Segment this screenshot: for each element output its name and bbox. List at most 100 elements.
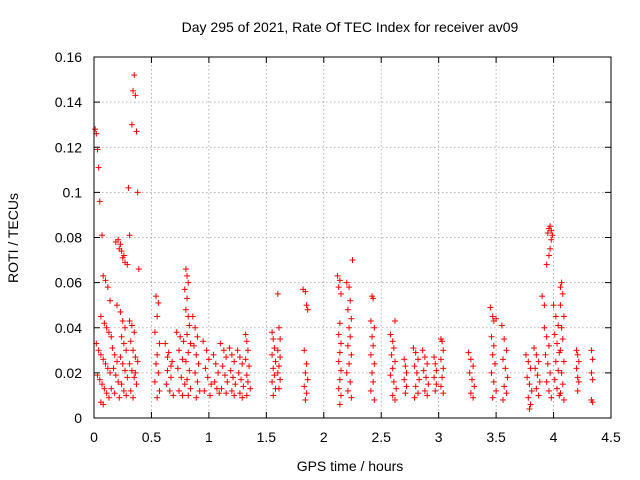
data-point <box>502 365 509 372</box>
y-tick-label: 0.04 <box>55 320 82 336</box>
data-point <box>547 369 554 376</box>
data-point <box>575 358 582 365</box>
data-point <box>223 390 230 397</box>
data-point <box>573 347 580 354</box>
data-point <box>165 349 172 356</box>
data-point <box>122 367 129 374</box>
tick-marks <box>93 56 612 419</box>
data-point <box>531 345 538 352</box>
data-point <box>551 331 558 338</box>
data-point <box>575 378 582 385</box>
data-point <box>544 360 551 367</box>
data-point <box>555 367 562 374</box>
data-point <box>153 293 160 300</box>
data-point <box>179 392 186 399</box>
data-point <box>228 351 235 358</box>
data-point <box>334 272 341 279</box>
data-point <box>410 345 417 352</box>
data-point <box>238 376 245 383</box>
data-point <box>544 229 551 236</box>
data-point <box>539 293 546 300</box>
data-point <box>230 374 237 381</box>
data-point <box>574 374 581 381</box>
data-point <box>498 322 505 329</box>
data-point <box>500 356 507 363</box>
data-point <box>557 347 564 354</box>
data-point <box>102 277 109 284</box>
data-point <box>180 338 187 345</box>
data-point <box>419 347 426 354</box>
data-point <box>116 245 123 252</box>
data-point <box>126 232 133 239</box>
data-point <box>174 365 181 372</box>
data-point <box>543 378 550 385</box>
data-point <box>392 358 399 365</box>
data-point <box>467 356 474 363</box>
data-point <box>193 351 200 358</box>
data-point <box>414 356 421 363</box>
data-point <box>217 340 224 347</box>
data-point <box>269 329 276 336</box>
data-point <box>548 236 555 243</box>
data-point <box>302 288 309 295</box>
data-point <box>181 286 188 293</box>
data-point <box>554 340 561 347</box>
data-point <box>111 351 118 358</box>
y-tick-label: 0.14 <box>55 94 82 110</box>
data-point <box>134 358 141 365</box>
data-point <box>367 351 374 358</box>
data-point <box>542 351 549 358</box>
data-point <box>304 376 311 383</box>
data-point <box>554 385 561 392</box>
y-tick-labels: 0 0.02 0.04 0.06 0.08 0.1 0.12 0.14 0.16 <box>55 49 82 426</box>
data-point <box>179 356 186 363</box>
y-tick-label: 0.08 <box>55 230 82 246</box>
data-point <box>489 313 496 320</box>
data-point <box>371 360 378 367</box>
data-point <box>232 381 239 388</box>
data-point <box>574 387 581 394</box>
data-point <box>103 324 110 331</box>
data-point <box>274 290 281 297</box>
data-point <box>440 365 447 372</box>
data-point <box>151 378 158 385</box>
data-point <box>466 369 473 376</box>
data-point <box>111 390 118 397</box>
y-tick-label: 0.06 <box>55 275 82 291</box>
data-point <box>346 284 353 291</box>
data-point <box>122 324 129 331</box>
data-point <box>547 223 554 230</box>
data-point <box>557 390 564 397</box>
data-point <box>226 345 233 352</box>
data-point <box>112 372 119 379</box>
data-point <box>154 394 161 401</box>
data-point <box>336 277 343 284</box>
data-points <box>92 72 596 412</box>
data-point <box>182 306 189 313</box>
data-point <box>343 369 350 376</box>
data-point <box>124 261 131 268</box>
data-point <box>104 284 111 291</box>
data-point <box>202 365 209 372</box>
y-axis-label: ROTI / TECUs <box>5 193 21 283</box>
data-point <box>185 392 192 399</box>
data-point <box>431 354 438 361</box>
data-point <box>439 374 446 381</box>
data-point <box>126 360 133 367</box>
data-point <box>420 367 427 374</box>
data-point <box>589 399 596 406</box>
data-point <box>189 313 196 320</box>
data-point <box>184 331 191 338</box>
data-point <box>125 184 132 191</box>
data-point <box>224 378 231 385</box>
data-point <box>269 351 276 358</box>
data-point <box>215 369 222 376</box>
data-point <box>231 358 238 365</box>
x-tick-label: 0 <box>90 429 98 445</box>
data-point <box>301 347 308 354</box>
data-point <box>557 284 564 291</box>
data-point <box>118 333 125 340</box>
data-point <box>95 164 102 171</box>
data-point <box>411 394 418 401</box>
data-point <box>167 374 174 381</box>
